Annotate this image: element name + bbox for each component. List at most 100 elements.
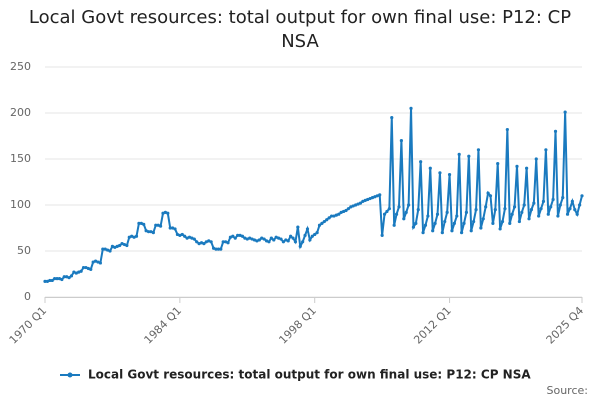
point: [438, 171, 442, 175]
point: [69, 274, 74, 278]
point: [50, 278, 54, 283]
point: [98, 261, 102, 265]
point: [276, 236, 281, 240]
point: [484, 205, 488, 209]
point: [508, 221, 512, 225]
point: [474, 208, 478, 212]
point: [187, 235, 192, 239]
point: [414, 221, 418, 225]
point: [86, 266, 90, 271]
point: [332, 214, 336, 218]
point: [84, 265, 88, 270]
point: [48, 278, 52, 283]
point: [60, 277, 64, 282]
point: [378, 193, 382, 197]
point: [308, 238, 312, 242]
point: [156, 223, 160, 227]
point: [243, 236, 247, 240]
point: [356, 202, 360, 206]
point: [221, 240, 225, 244]
point: [409, 106, 413, 110]
point: [462, 221, 466, 225]
point: [113, 245, 117, 249]
point: [556, 214, 560, 218]
point: [151, 231, 155, 235]
point: [264, 239, 269, 243]
point: [358, 201, 363, 205]
point: [464, 210, 469, 214]
point: [255, 239, 259, 243]
point: [520, 210, 524, 214]
point: [53, 277, 57, 281]
chart-title: Local Govt resources: total output for o…: [28, 7, 572, 52]
point: [291, 236, 295, 240]
point: [503, 207, 507, 211]
point: [394, 212, 399, 216]
point: [43, 279, 47, 283]
point: [284, 238, 288, 242]
point: [144, 229, 148, 233]
point: [370, 196, 375, 200]
point: [472, 219, 476, 224]
point: [197, 242, 201, 246]
point: [175, 232, 180, 237]
point: [580, 194, 584, 198]
point: [62, 275, 66, 279]
point: [549, 205, 553, 209]
point: [402, 217, 406, 221]
point: [298, 244, 302, 248]
point: [577, 203, 582, 207]
point: [281, 240, 285, 244]
point: [325, 218, 329, 222]
point: [366, 197, 370, 202]
point: [561, 196, 565, 200]
point: [204, 240, 208, 244]
y-tick-label: 100: [10, 198, 31, 211]
point: [207, 239, 211, 243]
point: [329, 214, 334, 218]
point: [546, 212, 550, 216]
point: [320, 221, 324, 225]
point: [279, 237, 283, 241]
point: [149, 230, 153, 234]
point: [252, 238, 257, 242]
point: [199, 241, 204, 245]
point: [515, 164, 519, 168]
point: [334, 213, 338, 217]
point: [539, 207, 543, 211]
point: [354, 203, 358, 207]
point: [257, 238, 261, 242]
point: [382, 212, 387, 216]
point: [67, 276, 71, 280]
point: [219, 247, 223, 251]
point: [89, 267, 93, 271]
point: [387, 207, 391, 211]
point: [505, 127, 509, 132]
point: [185, 236, 189, 240]
y-tick-label: 200: [10, 106, 31, 119]
point: [224, 240, 228, 244]
point: [363, 198, 367, 202]
point: [77, 270, 81, 274]
x-tick-label: 1984 Q1: [142, 304, 185, 347]
point: [450, 229, 454, 233]
point: [55, 277, 59, 281]
point: [168, 226, 172, 230]
point: [81, 265, 86, 270]
x-tick-label: 1998 Q1: [276, 304, 319, 347]
point: [486, 191, 490, 195]
point: [337, 212, 341, 216]
y-tick-label: 150: [10, 152, 31, 165]
point: [455, 214, 459, 218]
point: [368, 196, 372, 201]
point: [183, 234, 187, 238]
point: [158, 224, 163, 228]
point: [575, 212, 579, 216]
point: [178, 233, 182, 237]
point: [190, 236, 194, 240]
point: [525, 166, 529, 170]
point: [392, 223, 396, 227]
point: [305, 227, 310, 231]
point: [57, 277, 62, 281]
point: [236, 233, 240, 237]
